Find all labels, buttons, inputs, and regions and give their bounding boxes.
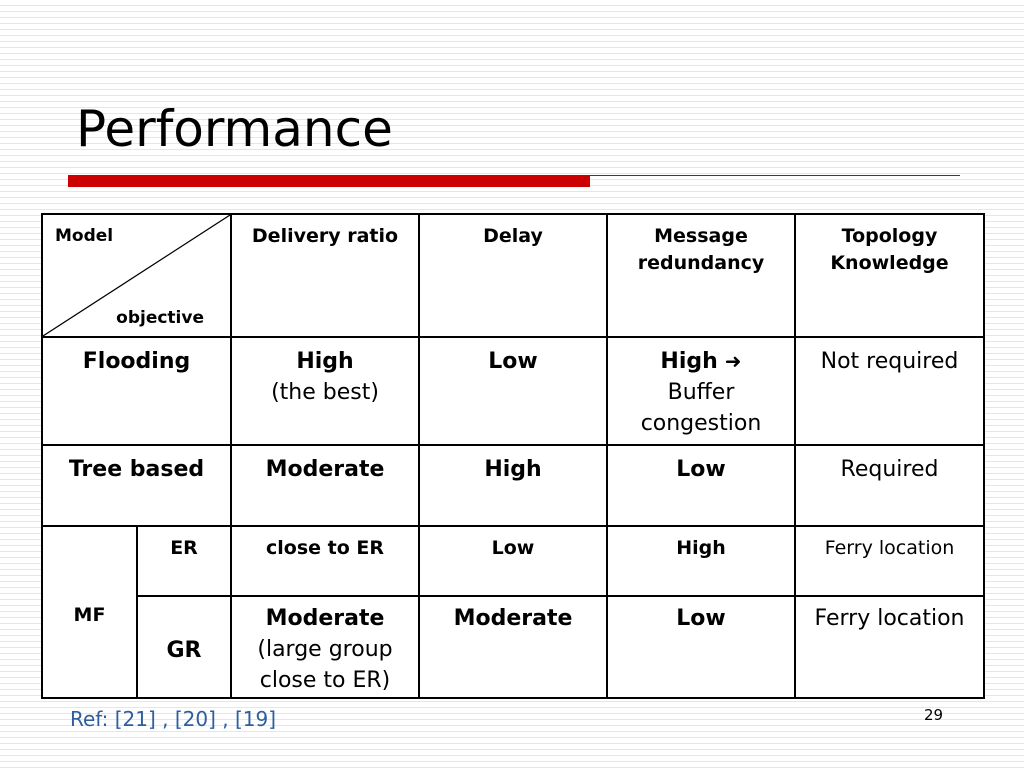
gr-delay: Moderate — [418, 595, 608, 699]
gr-message-redundancy: Low — [606, 595, 796, 699]
corner-header-cell: Model objective — [41, 213, 232, 338]
header-delivery-ratio: Delivery ratio — [230, 213, 420, 338]
flooding-message-redundancy: High — [660, 349, 718, 374]
table-row-mf-gr: GR Moderate (large group close to ER) Mo… — [42, 595, 985, 699]
flooding-delivery-ratio-note: (the best) — [271, 380, 379, 405]
flooding-delivery-ratio: High — [296, 349, 354, 374]
tree-based-delivery-ratio: Moderate — [230, 444, 420, 527]
corner-label-model: Model — [55, 226, 114, 246]
header-topology-knowledge: Topology Knowledge — [794, 213, 985, 338]
gr-delivery-ratio-note: (large group close to ER) — [257, 637, 393, 693]
mf-variant-gr: GR — [136, 595, 232, 699]
title-underline-thin — [590, 175, 960, 176]
corner-label-objective: objective — [116, 308, 204, 328]
gr-delivery-ratio: Moderate — [265, 606, 385, 631]
er-delivery-ratio: close to ER — [230, 525, 420, 597]
mf-variant-er: ER — [136, 525, 232, 597]
title-underline-thick — [68, 175, 590, 187]
arrow-right-icon: ➜ — [724, 349, 742, 373]
tree-based-delay: High — [418, 444, 608, 527]
performance-table: Model objective Delivery ratio Delay Mes… — [41, 213, 985, 699]
er-delay: Low — [418, 525, 608, 597]
flooding-delivery-ratio-cell: High (the best) — [230, 336, 420, 446]
table-row-tree-based: Tree based Moderate High Low Required — [41, 444, 985, 527]
page-number: 29 — [924, 706, 944, 724]
slide-title: Performance — [76, 100, 393, 158]
tree-based-message-redundancy: Low — [606, 444, 796, 527]
header-delay: Delay — [418, 213, 608, 338]
flooding-topology-knowledge: Not required — [794, 336, 985, 446]
flooding-message-redundancy-note: Buffer congestion — [640, 380, 762, 436]
gr-delivery-ratio-cell: Moderate (large group close to ER) — [230, 595, 420, 699]
flooding-message-redundancy-cell: High ➜ Buffer congestion — [606, 336, 796, 446]
gr-topology-knowledge: Ferry location — [794, 595, 985, 699]
flooding-delay: Low — [418, 336, 608, 446]
model-flooding: Flooding — [41, 336, 232, 446]
diagonal-divider — [43, 215, 230, 336]
reference-note: Ref: [21] , [20] , [19] — [70, 707, 277, 731]
table-header-row: Model objective Delivery ratio Delay Mes… — [41, 213, 985, 338]
er-message-redundancy: High — [606, 525, 796, 597]
er-topology-knowledge: Ferry location — [794, 525, 985, 597]
table-row-flooding: Flooding High (the best) Low High ➜ Buff… — [41, 336, 985, 446]
table-row-mf-er: MF ER close to ER Low High Ferry locatio… — [41, 525, 985, 699]
flooding-message-redundancy-line: High ➜ — [614, 346, 788, 377]
header-message-redundancy: Message redundancy — [606, 213, 796, 338]
model-mf: MF — [41, 525, 138, 699]
model-tree-based: Tree based — [41, 444, 232, 527]
tree-based-topology-knowledge: Required — [794, 444, 985, 527]
